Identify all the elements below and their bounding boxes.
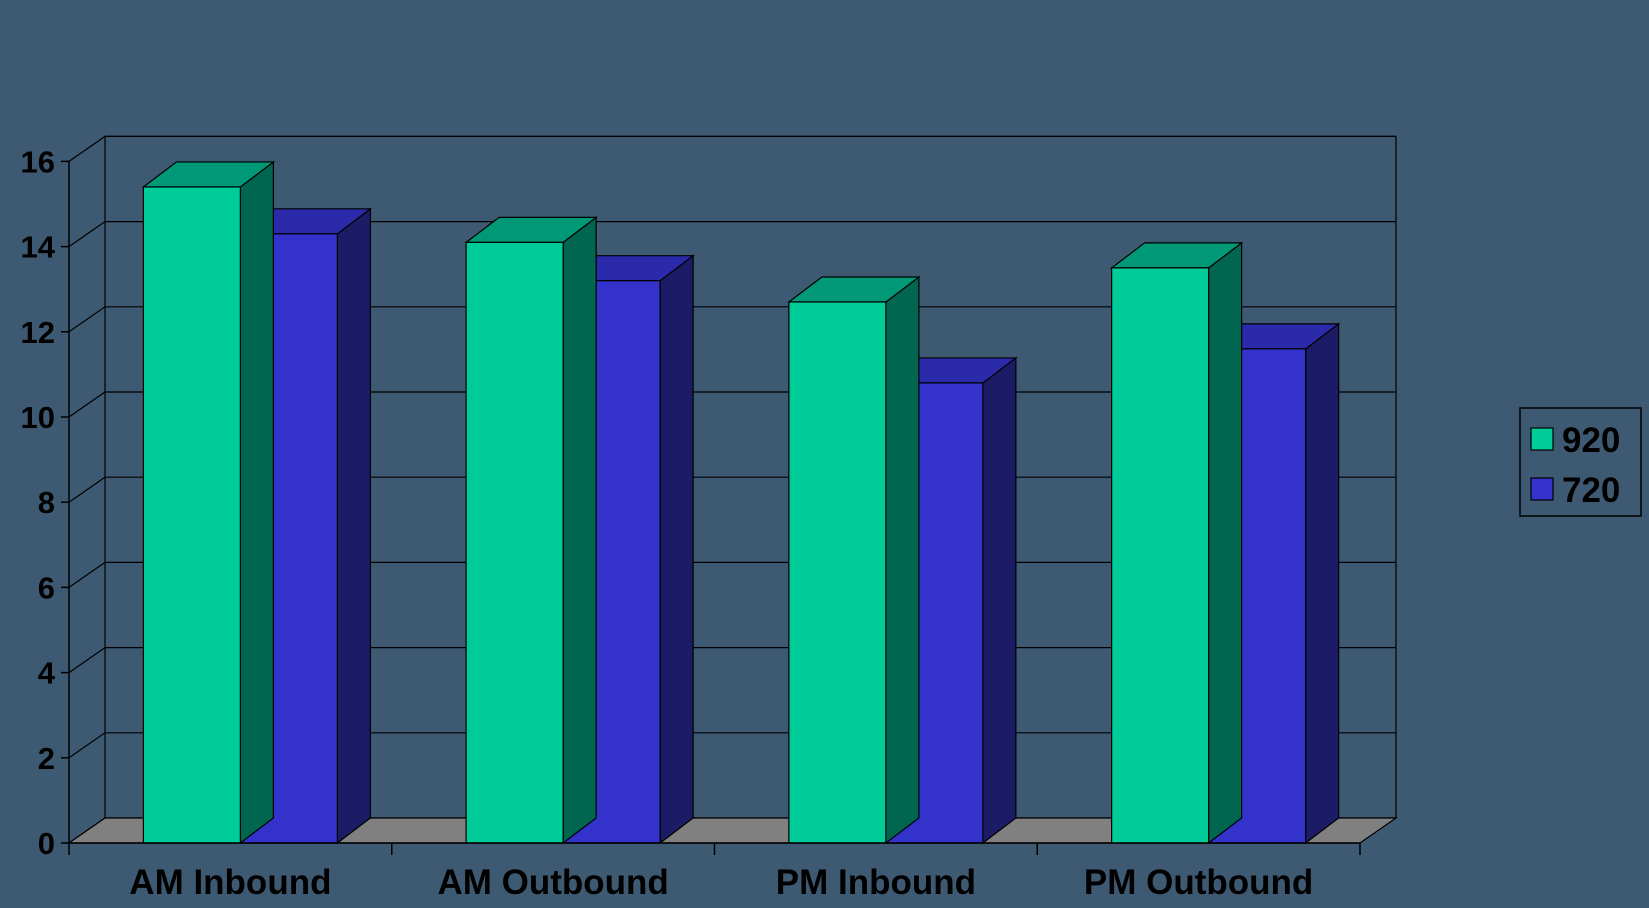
x-category-label: AM Inbound	[129, 863, 331, 902]
axes	[61, 136, 1361, 855]
y-tick-label: 12	[21, 315, 55, 350]
legend-box	[1519, 407, 1642, 517]
x-axis-category-labels: AM Inbound AM Outbound PM Inbound PM Outbou…	[129, 863, 1313, 902]
y-tick-label: 6	[38, 570, 55, 605]
bar-920-pm-outbound	[1109, 241, 1244, 845]
bar-920-pm-inbound	[787, 275, 921, 845]
legend-label: 720	[1562, 471, 1620, 510]
y-tick-label: 16	[21, 144, 55, 179]
legend-label: 920	[1562, 421, 1620, 460]
bar-front-face	[1111, 267, 1210, 844]
bar-side-face	[659, 254, 694, 845]
bar-side-face	[885, 275, 920, 845]
bar-front-face	[465, 241, 564, 844]
bar-front-face	[142, 186, 241, 844]
y-tick-label: 14	[21, 230, 56, 265]
y-axis-tick-labels: 0 2 4 6 8 10 12 14 16	[21, 144, 56, 861]
bar-front-face	[788, 301, 887, 844]
gridline	[68, 135, 1396, 162]
bar-side-face	[336, 207, 371, 845]
y-tick-label: 0	[38, 826, 55, 861]
y-tick-label: 2	[38, 741, 55, 776]
y-tick-label: 8	[38, 485, 55, 520]
y-tick-label: 10	[21, 400, 55, 435]
bar-920-am-inbound	[141, 160, 276, 845]
x-category-label: PM Inbound	[776, 863, 976, 902]
legend-swatch	[1530, 427, 1554, 451]
y-tick-label: 4	[38, 656, 56, 691]
bar-side-face	[982, 356, 1017, 845]
bar-920-am-outbound	[464, 216, 598, 845]
bar-side-face	[239, 160, 274, 845]
bar-side-face	[1208, 241, 1243, 845]
legend-swatch	[1530, 477, 1554, 501]
bar-side-face	[562, 216, 597, 845]
x-category-label: AM Outbound	[437, 863, 668, 902]
x-category-label: PM Outbound	[1084, 863, 1313, 902]
bar-side-face	[1305, 322, 1340, 845]
bars	[141, 160, 1341, 845]
